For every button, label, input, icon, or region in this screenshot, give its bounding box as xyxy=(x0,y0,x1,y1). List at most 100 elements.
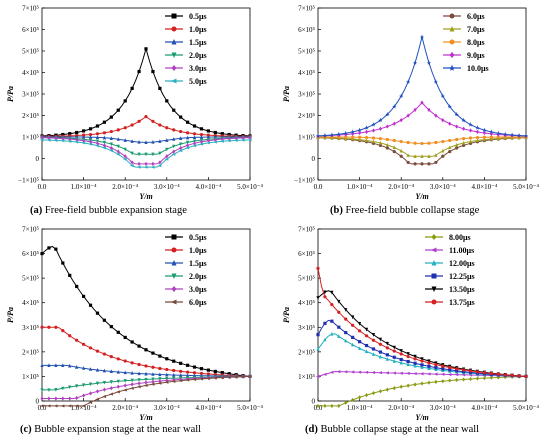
data-point xyxy=(503,131,508,137)
data-point xyxy=(406,359,410,364)
data-point xyxy=(358,395,362,400)
data-point xyxy=(206,376,210,381)
data-point xyxy=(385,353,389,357)
data-point xyxy=(199,127,204,131)
data-point xyxy=(213,376,217,380)
data-point xyxy=(371,390,376,396)
data-point xyxy=(199,132,204,137)
data-point xyxy=(406,153,410,157)
data-point xyxy=(482,127,487,133)
data-point xyxy=(68,334,72,338)
x-tick-label: 0.0 xyxy=(314,404,323,412)
y-tick-label: 0 xyxy=(312,398,316,406)
data-point xyxy=(54,363,58,367)
legend-marker xyxy=(431,299,437,305)
data-point xyxy=(137,344,141,348)
data-point xyxy=(137,152,141,157)
data-point xyxy=(315,133,321,138)
data-point xyxy=(102,368,106,373)
legend-marker xyxy=(431,260,437,266)
panel-0: 0.0 1.0×10⁻⁴ 2.0×10⁻⁴ 3.0×10⁻⁴ 4.0×10⁻⁴ 5.0×1… xyxy=(6,5,263,202)
data-point xyxy=(158,139,162,143)
data-point xyxy=(475,376,480,381)
data-point xyxy=(392,371,396,375)
data-point xyxy=(130,340,134,344)
data-point xyxy=(448,121,452,126)
data-point xyxy=(489,129,494,135)
data-point xyxy=(489,135,493,139)
data-point xyxy=(364,138,369,143)
legend-marker xyxy=(171,247,177,253)
data-point xyxy=(151,139,155,144)
data-point xyxy=(144,161,148,166)
data-point xyxy=(385,346,389,350)
data-point xyxy=(123,335,127,340)
data-point xyxy=(109,369,113,374)
data-point xyxy=(39,404,44,408)
data-point xyxy=(165,367,169,372)
data-point xyxy=(54,388,58,392)
data-point xyxy=(406,371,410,376)
data-point xyxy=(109,355,113,359)
data-point xyxy=(199,139,204,144)
data-point xyxy=(109,380,113,384)
data-point xyxy=(158,372,162,377)
x-tick-label: 1.0×10⁻⁴ xyxy=(71,183,97,191)
data-point xyxy=(406,362,410,367)
data-point xyxy=(433,372,438,376)
data-point xyxy=(378,350,382,354)
data-point xyxy=(136,385,141,389)
data-point xyxy=(144,152,148,157)
data-point xyxy=(102,140,106,145)
y-tick-label: 7×10⁵ xyxy=(22,226,39,234)
x-axis-label: Y/m xyxy=(139,192,152,201)
data-point xyxy=(172,144,176,149)
legend-marker xyxy=(449,64,455,71)
caption-a-letter: (a) xyxy=(30,205,43,216)
data-point xyxy=(392,349,396,353)
data-point xyxy=(371,338,376,342)
plot-frame xyxy=(317,228,527,402)
data-point xyxy=(150,382,155,386)
data-point xyxy=(40,388,44,393)
caption-b-letter: (b) xyxy=(330,205,343,216)
data-point xyxy=(116,330,120,334)
data-point xyxy=(510,132,515,138)
caption-c-text: Bubble expansion stage at the near wall xyxy=(31,424,202,435)
x-tick-label: 2.0×10⁻⁴ xyxy=(112,404,138,412)
data-point xyxy=(157,163,162,168)
data-point xyxy=(344,135,348,139)
y-tick-label: 1×10⁵ xyxy=(298,134,315,142)
series-line xyxy=(42,326,251,377)
data-point xyxy=(95,397,100,401)
legend-marker xyxy=(449,52,455,58)
legend-entry: 10.0μs xyxy=(443,64,489,73)
data-point xyxy=(337,310,341,314)
x-tick-label: 5.0×10⁻⁴ xyxy=(237,404,263,412)
y-tick-label: 3×10⁵ xyxy=(298,324,315,332)
data-point xyxy=(419,34,425,40)
data-point xyxy=(179,136,183,140)
x-tick-label: 1.0×10⁻⁴ xyxy=(347,183,373,191)
data-point xyxy=(137,381,141,386)
data-point xyxy=(406,140,410,145)
legend-marker xyxy=(449,39,455,45)
legend-marker xyxy=(171,13,177,19)
data-point xyxy=(151,161,155,166)
series-line xyxy=(317,137,527,165)
data-point xyxy=(475,129,480,134)
x-tick-label: 1.0×10⁻⁴ xyxy=(347,404,373,412)
legend-label: 1.0μs xyxy=(189,25,207,34)
data-point xyxy=(136,165,141,169)
data-point xyxy=(130,139,134,143)
series-10.0μs xyxy=(315,34,529,138)
data-point xyxy=(330,302,334,307)
data-point xyxy=(171,379,176,384)
data-point xyxy=(392,345,396,350)
data-point xyxy=(199,142,204,146)
data-point xyxy=(441,367,445,371)
data-point xyxy=(172,368,176,373)
data-point xyxy=(468,121,473,127)
data-point xyxy=(344,330,348,335)
x-tick-label: 0.0 xyxy=(38,404,47,412)
